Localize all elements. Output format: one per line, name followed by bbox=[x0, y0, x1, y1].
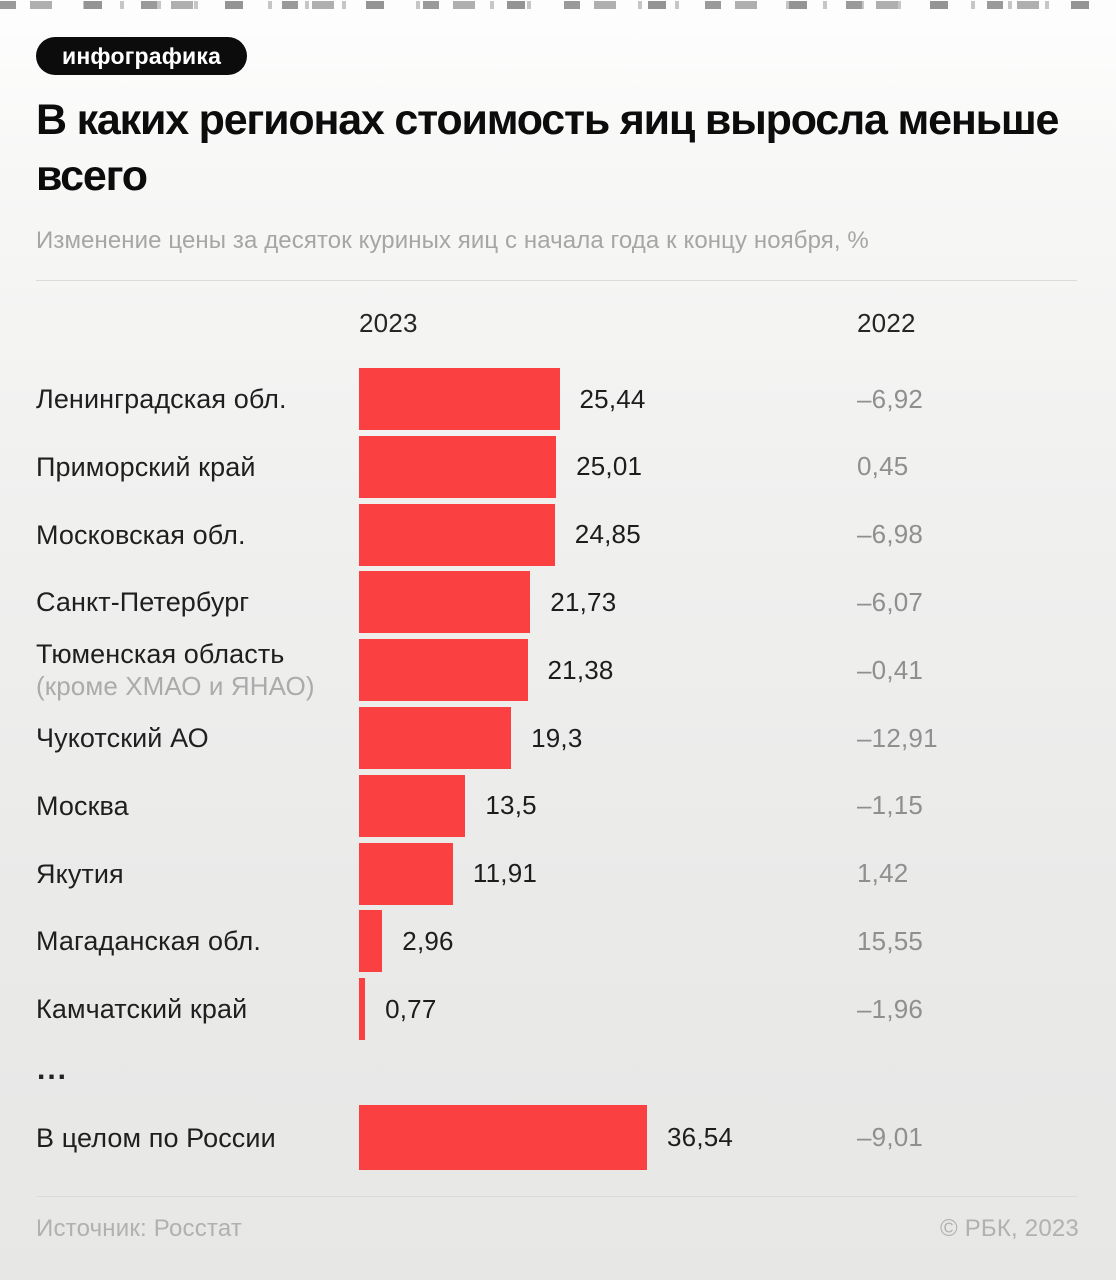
top-crop-artifact-noise bbox=[0, 1, 1116, 9]
bar-2023-total bbox=[359, 1105, 647, 1170]
value-2023: 2,96 bbox=[402, 925, 454, 956]
value-2023: 21,73 bbox=[550, 586, 617, 617]
region-label-main: Якутия bbox=[36, 858, 124, 889]
value-2022: –6,92 bbox=[857, 383, 924, 414]
bottom-divider bbox=[36, 1196, 1077, 1197]
region-label-main: Тюменская область bbox=[36, 639, 285, 670]
value-2022: –0,41 bbox=[857, 654, 924, 685]
value-2023: 25,01 bbox=[576, 451, 643, 482]
column-header-2023: 2023 bbox=[359, 308, 418, 338]
region-label-main: Чукотский АО bbox=[36, 723, 209, 753]
bar-2023 bbox=[359, 910, 383, 973]
region-label-main: Московская обл. bbox=[36, 519, 246, 550]
top-divider bbox=[36, 280, 1077, 281]
region-label-main: Камчатский край bbox=[36, 994, 248, 1025]
page-subtitle: Изменение цены за десяток куриных яиц с … bbox=[36, 227, 869, 254]
rows-ellipsis: ... bbox=[37, 1053, 69, 1086]
region-label: Ленинградская обл. bbox=[36, 368, 287, 430]
bar-2023 bbox=[359, 978, 366, 1041]
value-2022: 1,42 bbox=[857, 858, 909, 889]
region-label: Тюменская область (кроме ХМАО и ЯНАО) bbox=[36, 639, 315, 701]
value-2023: 13,5 bbox=[485, 790, 537, 821]
copyright-note: © РБК, 2023 bbox=[939, 1215, 1079, 1242]
value-2023: 24,85 bbox=[574, 519, 641, 550]
value-2022: –6,98 bbox=[857, 519, 924, 550]
value-2022: –6,07 bbox=[857, 586, 924, 617]
region-label-main: Санкт-Петербург bbox=[36, 587, 250, 618]
total-row-label: В целом по России bbox=[36, 1105, 276, 1170]
value-2022: 0,45 bbox=[857, 451, 909, 482]
region-label: Санкт-Петербург bbox=[36, 571, 249, 633]
bar-2023 bbox=[359, 774, 466, 837]
value-2023: 36,54 bbox=[667, 1122, 734, 1152]
value-2022: –1,96 bbox=[857, 993, 924, 1024]
region-label: Москва bbox=[36, 775, 129, 837]
value-2022: –1,15 bbox=[857, 790, 924, 821]
value-2023: 21,38 bbox=[547, 654, 614, 685]
value-2023: 25,44 bbox=[579, 383, 646, 414]
infographic-badge: инфографика bbox=[36, 37, 248, 75]
region-label-sub: (кроме ХМАО и ЯНАО) bbox=[36, 671, 315, 702]
source-note: Источник: Росстат bbox=[36, 1215, 243, 1242]
bar-2023 bbox=[359, 639, 528, 702]
region-label-main: В целом по России bbox=[36, 1122, 276, 1153]
region-label: Московская обл. bbox=[36, 504, 246, 566]
bar-2023 bbox=[359, 435, 557, 498]
value-2023: 11,91 bbox=[472, 858, 538, 889]
bar-2023 bbox=[359, 571, 531, 634]
region-label: Приморский край bbox=[36, 436, 256, 498]
value-2023: 0,77 bbox=[385, 993, 437, 1024]
region-label: Чукотский АО bbox=[36, 707, 209, 769]
region-label: Якутия bbox=[36, 843, 124, 905]
bar-2023 bbox=[359, 842, 453, 905]
bar-2023 bbox=[359, 368, 560, 430]
page-title: В каких регионах стоимость яиц выросла м… bbox=[36, 96, 1059, 200]
column-header-2022: 2022 bbox=[857, 308, 916, 338]
value-2023: 19,3 bbox=[531, 722, 583, 753]
region-label: Магаданская обл. bbox=[36, 910, 261, 972]
region-label-main: Приморский край bbox=[36, 451, 256, 482]
region-label-main: Москва bbox=[36, 790, 129, 821]
value-2022: –12,91 bbox=[857, 722, 938, 753]
region-label-main: Ленинградская обл. bbox=[36, 384, 287, 414]
value-2022: 15,55 bbox=[857, 925, 924, 956]
region-label-main: Магаданская обл. bbox=[36, 926, 261, 957]
region-label: Камчатский край bbox=[36, 978, 247, 1040]
bar-2023 bbox=[359, 707, 512, 769]
bar-2023 bbox=[359, 503, 555, 566]
value-2022: –9,01 bbox=[857, 1122, 924, 1152]
